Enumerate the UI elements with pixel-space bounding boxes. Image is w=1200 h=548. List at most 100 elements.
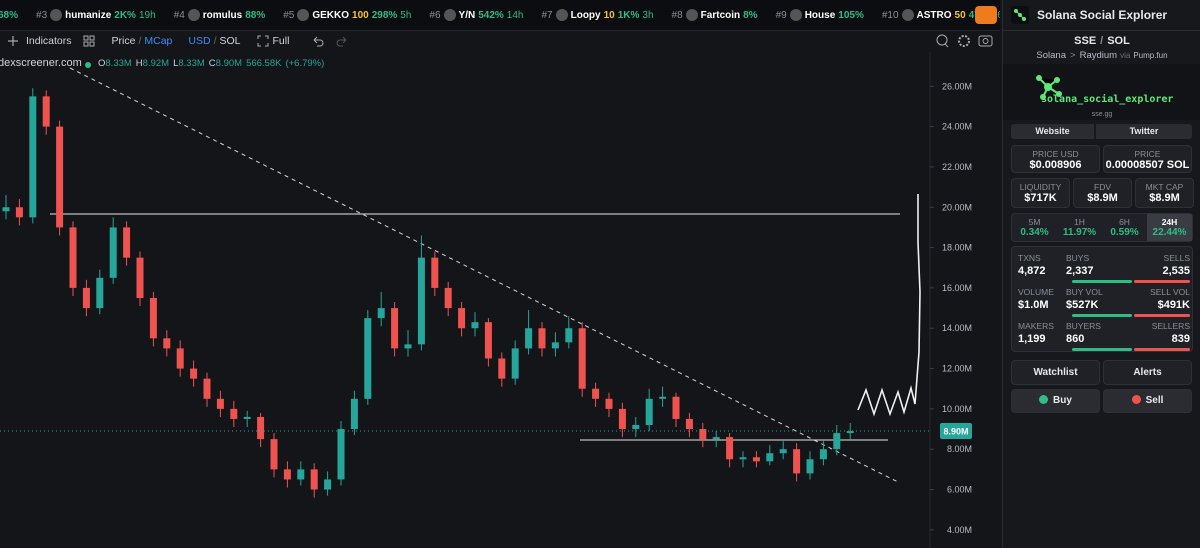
- ticker-item[interactable]: #8 Fartcoin 8%: [672, 9, 758, 21]
- candle-body: [123, 227, 131, 258]
- trending-ticker: 68% #3 humanize 2K% 19h #4 romulus 88% #5 GEKKO 10…: [0, 0, 1000, 31]
- stat-value: $491K: [1157, 299, 1190, 311]
- sell-ratio-bar: [1134, 280, 1190, 283]
- price-change: 542%: [478, 9, 504, 21]
- trade-button[interactable]: Buy: [1011, 389, 1100, 413]
- ticker-item[interactable]: #4 romulus 88%: [174, 9, 265, 21]
- price-toggle[interactable]: Price: [111, 35, 136, 47]
- candle-body: [149, 297, 157, 339]
- via: via: [1120, 51, 1131, 60]
- candle-body: [605, 398, 613, 409]
- metric-label: MKT CAP: [1145, 182, 1184, 192]
- candle-body: [806, 459, 814, 474]
- ticker-item[interactable]: #7 Loopy 10 1K% 3h: [541, 9, 654, 21]
- price-chart: dexscreener.com O8.33M H8.92M L8.33M C8.90M…: [0, 52, 1000, 548]
- timeframe-tab[interactable]: 1H 11.97%: [1057, 214, 1102, 241]
- site: sse.gg: [1091, 111, 1113, 118]
- trade-label: Sell: [1145, 395, 1164, 406]
- ticker-item[interactable]: #9 House 105%: [776, 9, 864, 21]
- buy-ratio-bar: [1072, 280, 1132, 283]
- price-value: $0.008906: [1029, 159, 1082, 171]
- candle-body: [538, 328, 546, 349]
- candle-body: [283, 469, 291, 480]
- trade-button[interactable]: Sell: [1103, 389, 1192, 413]
- candle-body: [56, 126, 64, 228]
- y-tick-label: 16.00M: [942, 283, 972, 293]
- token-icon: [789, 9, 802, 21]
- candle-body: [270, 439, 278, 470]
- candle-body: [565, 328, 573, 343]
- sol-toggle[interactable]: SOL: [219, 35, 241, 47]
- panel-header: Solana Social Explorer: [1003, 0, 1200, 31]
- token-icon: [50, 9, 63, 21]
- indicators-button[interactable]: Indicators: [26, 35, 72, 47]
- dex[interactable]: Raydium: [1079, 50, 1118, 61]
- y-tick-label: 26.00M: [942, 81, 972, 91]
- stat-value: 1,199: [1018, 333, 1046, 345]
- price-change: 68%: [0, 9, 19, 21]
- chain[interactable]: Solana: [1036, 50, 1067, 61]
- quote-symbol: SOL: [1107, 35, 1130, 47]
- timeframe-tab[interactable]: 5M 0.34%: [1012, 214, 1057, 241]
- action-button[interactable]: Alerts: [1103, 360, 1192, 385]
- token-name: GEKKO: [312, 9, 350, 21]
- candle-body: [551, 342, 559, 349]
- ticker-item[interactable]: #6 Y/N 542% 14h: [429, 9, 523, 21]
- full-button[interactable]: Full: [272, 35, 290, 47]
- usd-toggle[interactable]: USD: [188, 35, 211, 47]
- candle-body: [2, 207, 10, 212]
- candle-body: [29, 96, 37, 218]
- timeframe-label: 24H: [1161, 217, 1178, 227]
- boost: 100: [352, 9, 369, 21]
- timeframe-tab[interactable]: 24H 22.44%: [1147, 214, 1192, 241]
- timeframe-label: 1H: [1074, 217, 1085, 227]
- timeframe-tab[interactable]: 6H 0.59%: [1102, 214, 1147, 241]
- y-tick-label: 18.00M: [942, 243, 972, 253]
- pair-row: SSE / SOL: [1003, 35, 1200, 47]
- link-button[interactable]: Website: [1011, 124, 1094, 139]
- candle-body: [417, 257, 425, 345]
- y-tick-label: 20.00M: [942, 202, 972, 212]
- mcap-toggle[interactable]: MCap: [144, 35, 173, 47]
- trending-button[interactable]: [975, 6, 997, 24]
- candle-body: [324, 479, 332, 490]
- trend-line-drawing: [69, 67, 901, 484]
- candle-body: [699, 429, 707, 440]
- stat-cell: BUY VOL $527K: [1066, 287, 1124, 311]
- metric-value: $717K: [1024, 192, 1057, 204]
- token-panel: Solana Social Explorer SSE / SOL Solana > Rayd…: [1002, 0, 1200, 548]
- legend-key: H: [136, 58, 143, 69]
- plus-icon: [8, 36, 18, 46]
- undo-icon[interactable]: [311, 35, 325, 47]
- ticker-item[interactable]: #3 humanize 2K% 19h: [36, 9, 156, 21]
- layout-icon[interactable]: [82, 34, 96, 48]
- chart-tools[interactable]: [934, 33, 994, 49]
- y-tick-label: 24.00M: [942, 122, 972, 132]
- stat-label: SELL VOL: [1150, 287, 1190, 297]
- candle-body: [846, 431, 854, 434]
- trade-label: Buy: [1053, 395, 1072, 406]
- stat-label: BUYS: [1066, 253, 1090, 263]
- logo-banner: solana_social_explorer sse.gg: [1003, 64, 1200, 120]
- legend-volume: 566.58K: [246, 58, 282, 69]
- price-value: 0.00008507 SOL: [1105, 159, 1190, 171]
- pair-separator: /: [1100, 35, 1104, 47]
- token-icon: [555, 9, 568, 21]
- redo-icon[interactable]: [335, 35, 349, 47]
- token-icon: [1011, 6, 1029, 24]
- stat-label: SELLERS: [1151, 321, 1190, 331]
- link-button[interactable]: Twitter: [1096, 124, 1192, 139]
- last-price-tag: [940, 423, 972, 440]
- ticker-item[interactable]: 68%: [0, 10, 18, 21]
- ticker-item[interactable]: #5 GEKKO 100 298% 5h: [283, 9, 411, 21]
- launchpad[interactable]: Pump.fun: [1133, 51, 1168, 60]
- action-button[interactable]: Watchlist: [1011, 360, 1100, 385]
- candle-body: [511, 348, 519, 379]
- candle-body: [645, 398, 653, 426]
- candle-body: [364, 318, 372, 399]
- candle-body: [618, 408, 626, 430]
- token-name: romulus: [202, 9, 243, 21]
- candle-body: [96, 277, 104, 309]
- candle-body: [42, 96, 50, 127]
- candle-body: [310, 469, 318, 490]
